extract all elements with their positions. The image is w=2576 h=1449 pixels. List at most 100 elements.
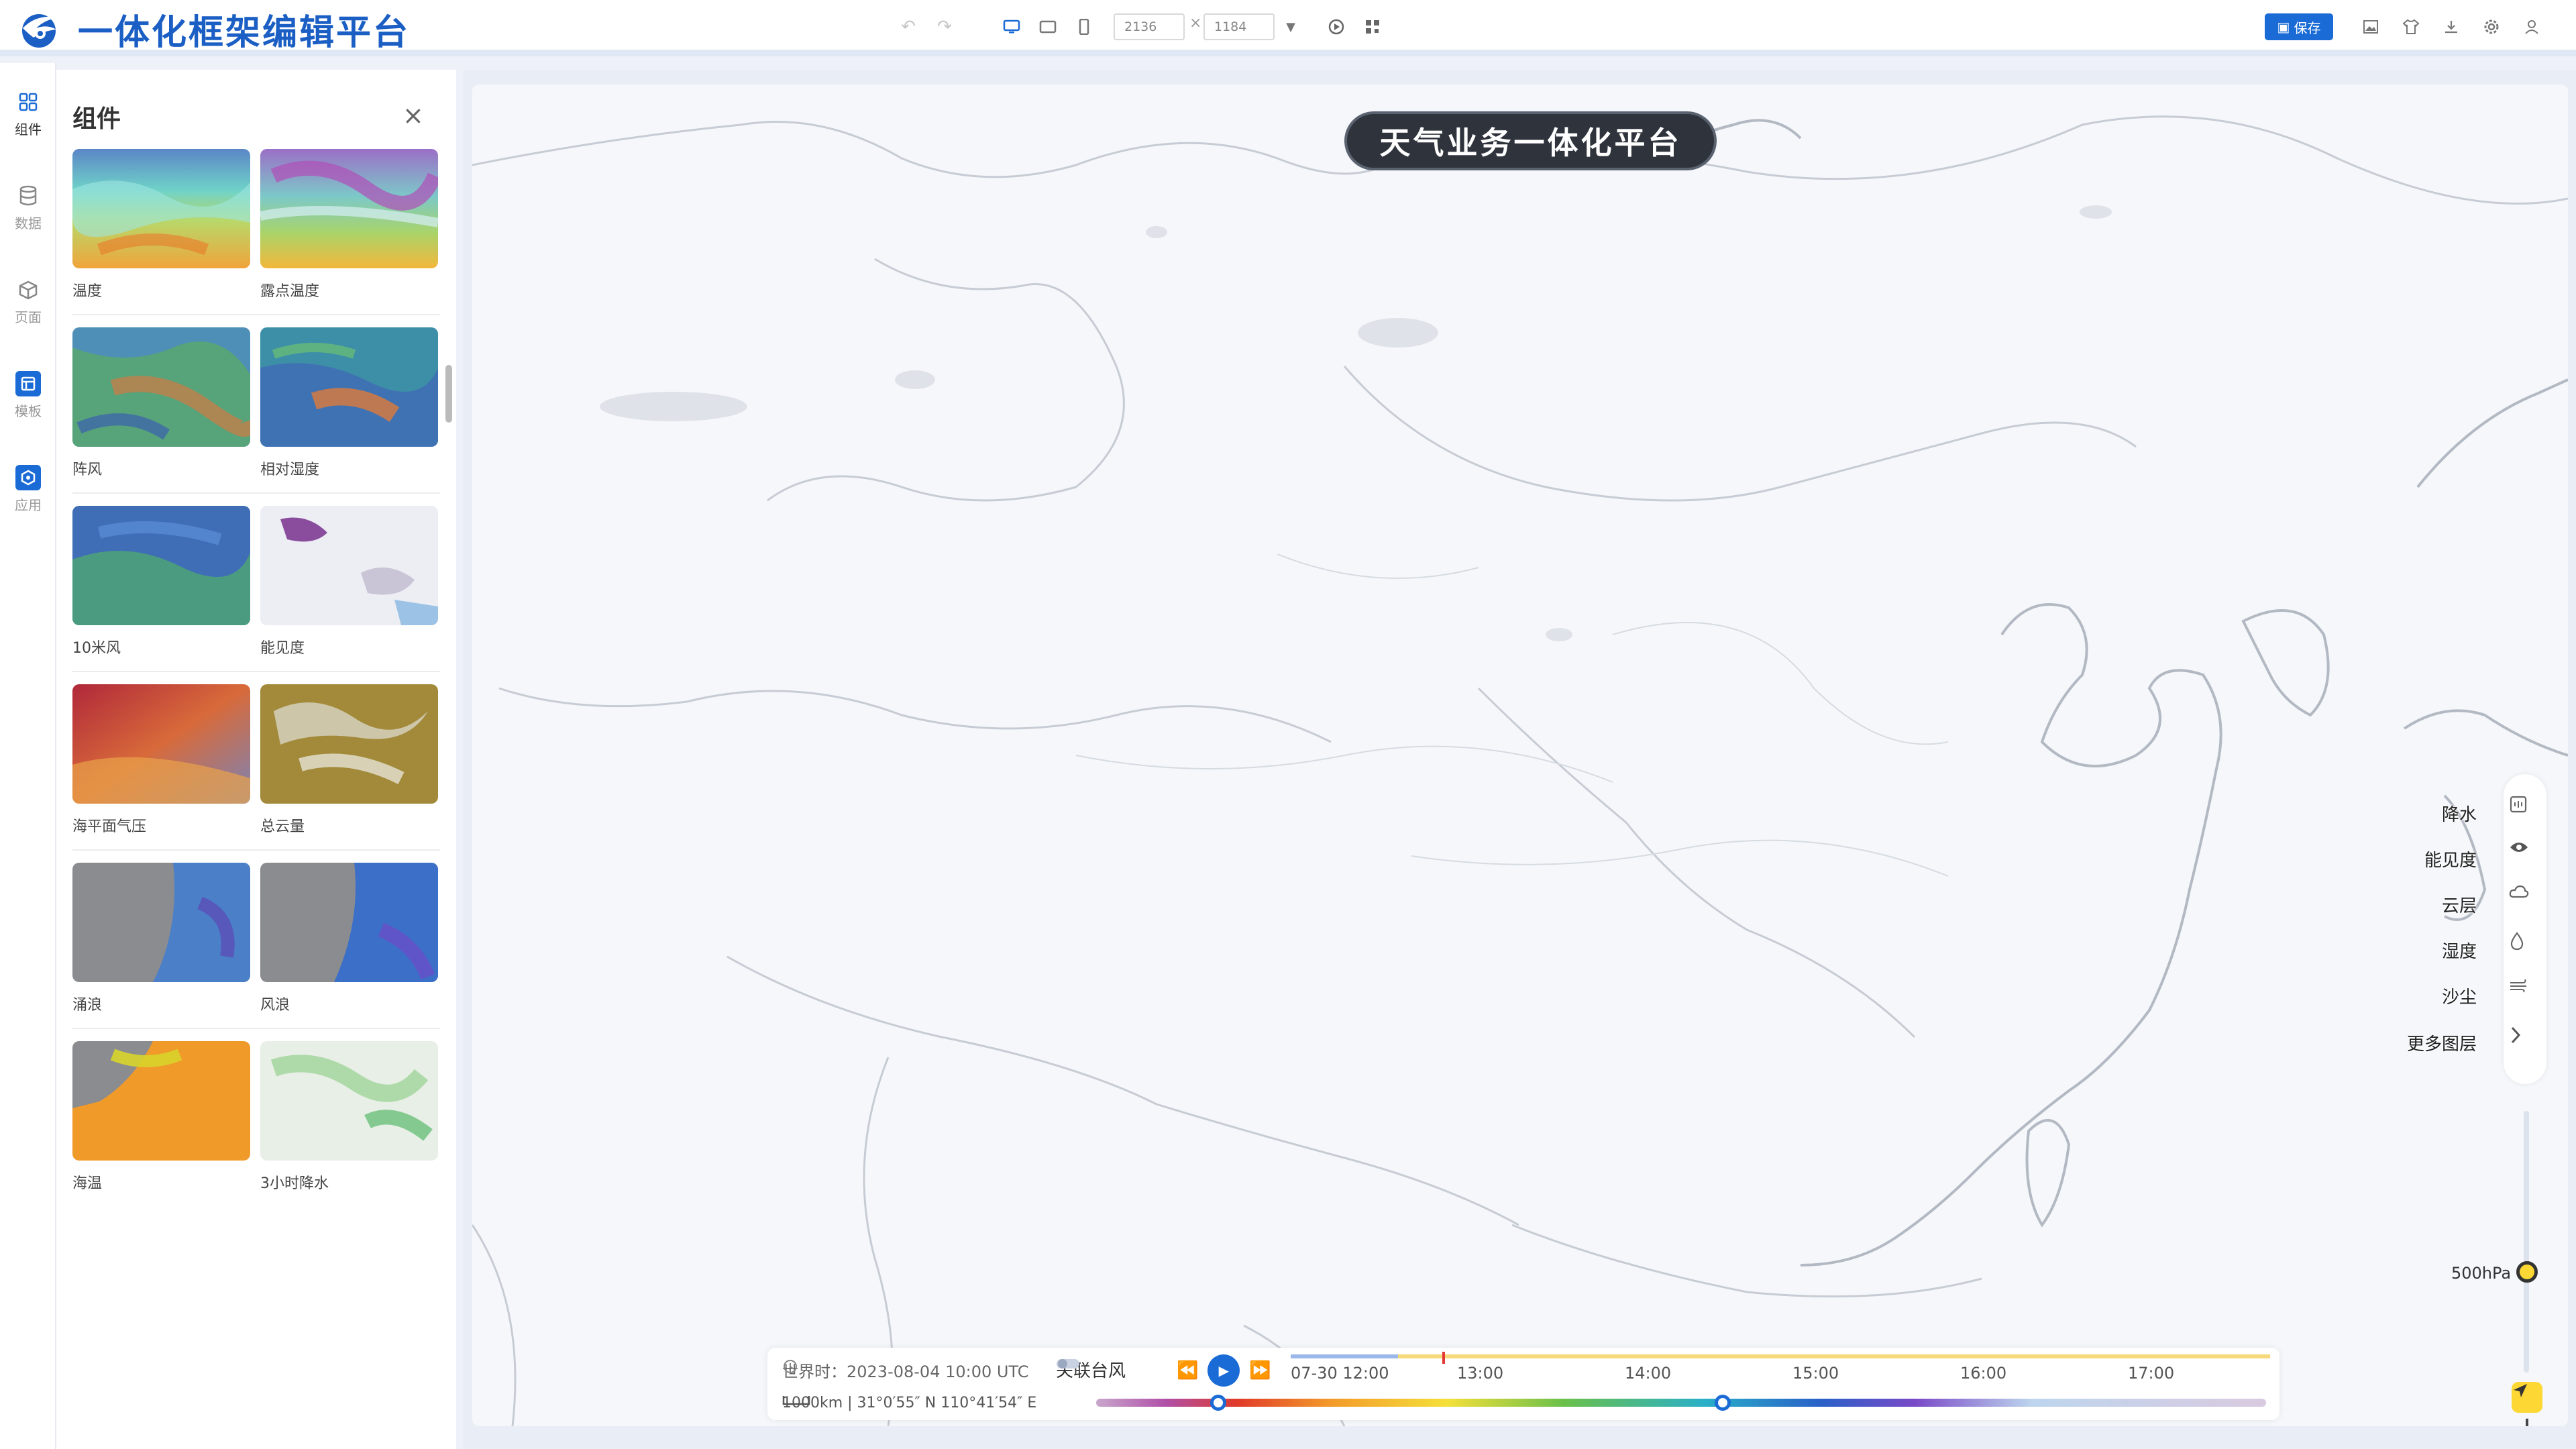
- nav-item-templates[interactable]: 模板: [0, 358, 56, 432]
- component-card-temperature[interactable]: 温度: [72, 149, 250, 301]
- layer-label-visibility[interactable]: 能见度: [2424, 851, 2477, 871]
- rewind-icon[interactable]: ⏪: [1177, 1360, 1199, 1381]
- panel-title: 组件: [72, 105, 121, 133]
- card-label: 涌浪: [72, 997, 103, 1014]
- size-dropdown-icon[interactable]: ▼: [1286, 19, 1295, 34]
- component-card-windwave[interactable]: 风浪: [260, 863, 438, 1014]
- layer-label-dust[interactable]: 沙尘: [2441, 987, 2477, 1008]
- layer-panel: [2504, 774, 2546, 1084]
- thumbnail: [72, 1041, 250, 1161]
- qrcode-icon[interactable]: [1359, 13, 1386, 40]
- save-button[interactable]: ▣ 保存: [2265, 13, 2333, 40]
- save-icon: ▣: [2277, 19, 2290, 35]
- card-label: 3小时降水: [260, 1175, 329, 1192]
- template-icon: [15, 370, 41, 396]
- scale-icon: [782, 1396, 810, 1405]
- component-card-sst[interactable]: 海温: [72, 1041, 250, 1193]
- timeline-axis[interactable]: 07-30 12:00 13:00 14:00 15:00 16:00 17:0…: [1291, 1348, 2270, 1383]
- nav-item-components[interactable]: 组件: [0, 76, 56, 150]
- nav-label: 模板: [15, 402, 42, 419]
- tablet-icon[interactable]: [1034, 13, 1061, 40]
- settings-icon[interactable]: [2478, 13, 2505, 40]
- divider: [72, 849, 440, 851]
- level-label: 500hPa: [2451, 1264, 2512, 1283]
- app-title: 一体化框架编辑平台: [78, 12, 411, 53]
- cloud-icon[interactable]: [2509, 884, 2541, 916]
- layer-label-rain[interactable]: 降水: [2441, 805, 2477, 825]
- timeline-ticks: [1291, 1352, 2270, 1364]
- component-card-cloud[interactable]: 总云量: [260, 684, 438, 836]
- timeline-tick: 14:00: [1625, 1364, 1672, 1383]
- download-icon[interactable]: [2438, 13, 2465, 40]
- component-card-slp[interactable]: 海平面气压: [72, 684, 250, 836]
- thumbnail: [260, 1041, 438, 1161]
- preview-group: [1323, 13, 1386, 40]
- width-input[interactable]: 2136: [1114, 13, 1185, 40]
- nav-label: 数据: [15, 215, 42, 231]
- mobile-icon[interactable]: [1071, 13, 1097, 40]
- component-card-swell[interactable]: 涌浪: [72, 863, 250, 1014]
- rain-icon[interactable]: [2509, 794, 2541, 826]
- timeline-tick: 15:00: [1792, 1364, 1839, 1383]
- nav-label: 应用: [15, 496, 42, 513]
- times-sign: ×: [1189, 15, 1202, 32]
- range-handle-max[interactable]: [1715, 1395, 1731, 1411]
- close-icon[interactable]: ×: [402, 101, 424, 130]
- undo-icon[interactable]: ↶: [901, 17, 916, 37]
- app-icon: [15, 464, 41, 490]
- level-slider-knob[interactable]: [2516, 1261, 2538, 1283]
- app-logo: 一体化框架编辑平台: [16, 7, 411, 53]
- thumbnail: [260, 863, 438, 982]
- right-tools-group: [2357, 13, 2545, 40]
- nav-item-apps[interactable]: 应用: [0, 452, 56, 526]
- nav-item-pages[interactable]: 页面: [0, 264, 56, 338]
- component-card-gust[interactable]: 阵风: [72, 327, 250, 479]
- eye-icon[interactable]: [2509, 840, 2541, 872]
- zoom-in-button[interactable]: +: [2512, 1409, 2542, 1426]
- map-title: 天气业务一体化平台: [1344, 111, 1717, 170]
- chevron-right-icon[interactable]: [2509, 1025, 2541, 1057]
- image-icon[interactable]: [2357, 13, 2384, 40]
- desktop-icon[interactable]: [998, 13, 1025, 40]
- component-card-wind10m[interactable]: 10米风: [72, 506, 250, 657]
- component-card-humidity[interactable]: 相对湿度: [260, 327, 438, 479]
- card-label: 总云量: [260, 818, 305, 835]
- layer-label-more[interactable]: 更多图层: [2406, 1034, 2477, 1055]
- shirt-icon[interactable]: [2398, 13, 2424, 40]
- wind-icon[interactable]: [2509, 978, 2541, 1010]
- timeline-tick: 17:00: [2128, 1364, 2175, 1383]
- layer-label-cloud[interactable]: 云层: [2441, 896, 2477, 916]
- component-card-dewpoint[interactable]: 露点温度: [260, 149, 438, 301]
- color-range-bar[interactable]: [1096, 1399, 2266, 1407]
- nav-label: 组件: [15, 121, 42, 138]
- map-canvas[interactable]: 天气业务一体化平台 降水 能见度 云层 湿度 沙尘 更多图层: [472, 85, 2568, 1426]
- drop-icon[interactable]: [2509, 931, 2541, 963]
- timeline-tick: 13:00: [1457, 1364, 1504, 1383]
- component-panel: 组件 × 温度 露点温度 阵风 相对湿度 10米风: [56, 70, 456, 1449]
- height-input[interactable]: 1184: [1203, 13, 1275, 40]
- level-slider-track[interactable]: [2524, 1111, 2529, 1373]
- forward-icon[interactable]: ⏩: [1249, 1360, 1271, 1381]
- component-card-precip3h[interactable]: 3小时降水: [260, 1041, 438, 1193]
- card-label: 露点温度: [260, 283, 320, 300]
- user-icon[interactable]: [2518, 13, 2545, 40]
- cube-icon: [15, 277, 41, 303]
- typhoon-toggle[interactable]: 关联台风: [1056, 1357, 1126, 1382]
- card-label: 温度: [72, 283, 103, 300]
- clock-icon: [784, 1360, 797, 1373]
- playback-controls: ⏪ ▶ ⏩: [1177, 1354, 1271, 1387]
- card-label: 海平面气压: [72, 818, 147, 835]
- layer-label-humidity[interactable]: 湿度: [2441, 942, 2477, 962]
- timeline-tick: 16:00: [1960, 1364, 2007, 1383]
- database-icon: [15, 183, 41, 209]
- thumbnail: [260, 327, 438, 447]
- preview-icon[interactable]: [1323, 13, 1350, 40]
- locate-button[interactable]: [2512, 1382, 2542, 1413]
- panel-scrollbar[interactable]: [445, 365, 452, 423]
- component-card-visibility[interactable]: 能见度: [260, 506, 438, 657]
- redo-icon[interactable]: ↷: [937, 17, 952, 37]
- nav-item-data[interactable]: 数据: [0, 170, 56, 244]
- range-handle-min[interactable]: [1210, 1395, 1226, 1411]
- card-label: 10米风: [72, 640, 121, 657]
- play-button[interactable]: ▶: [1208, 1354, 1240, 1387]
